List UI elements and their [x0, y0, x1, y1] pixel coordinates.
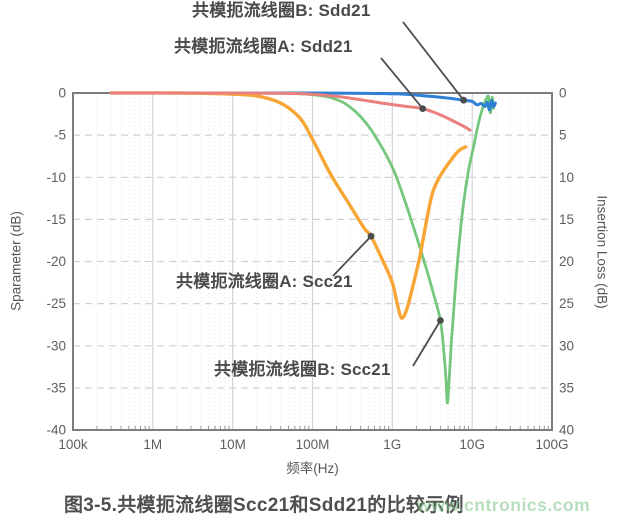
y-left-axis-title: Sparameter (dB)	[8, 211, 24, 311]
svg-text:0: 0	[559, 86, 567, 101]
svg-text:100k: 100k	[58, 437, 88, 452]
svg-text:-40: -40	[46, 423, 66, 438]
svg-text:-20: -20	[46, 254, 66, 269]
svg-text:1M: 1M	[143, 437, 162, 452]
svg-text:10M: 10M	[220, 437, 246, 452]
svg-text:25: 25	[559, 296, 574, 311]
svg-text:0: 0	[58, 86, 66, 101]
svg-text:10: 10	[559, 170, 574, 185]
annotation-choke-b-sdd21: 共模扼流线圈B: Sdd21	[192, 1, 371, 20]
svg-text:100M: 100M	[296, 437, 330, 452]
annotation-dot-b-sdd21	[460, 96, 467, 104]
svg-text:-30: -30	[46, 338, 66, 353]
annotation-dot-b-scc21	[437, 317, 444, 324]
svg-text:20: 20	[559, 254, 574, 269]
x-axis-title: 频率(Hz)	[286, 461, 339, 476]
svg-text:-25: -25	[46, 296, 66, 311]
figure-caption: 图3-5.共模扼流线圈Scc21和Sdd21的比较示例	[64, 495, 464, 516]
svg-text:-15: -15	[46, 212, 66, 227]
svg-text:15: 15	[559, 212, 574, 227]
y-right-axis-title: Insertion Loss (dB)	[594, 195, 610, 309]
series-choke-a-sdd21	[109, 91, 472, 132]
watermark: www.cntronics.com	[417, 495, 591, 515]
annotation-choke-a-sdd21: 共模扼流线圈A: Sdd21	[174, 37, 353, 56]
svg-text:5: 5	[559, 128, 567, 143]
svg-text:-5: -5	[54, 128, 66, 143]
annotation-choke-b-scc21: 共模扼流线圈B: Scc21	[214, 360, 391, 379]
svg-text:35: 35	[559, 380, 574, 395]
annotation-choke-a-scc21: 共模扼流线圈A: Scc21	[176, 272, 353, 291]
svg-text:10G: 10G	[459, 437, 485, 452]
series-choke-b-sdd21	[109, 91, 497, 112]
series-choke-a-scc21	[109, 91, 468, 320]
svg-text:30: 30	[559, 338, 574, 353]
annotation-dot-a-scc21	[367, 232, 375, 240]
svg-text:-35: -35	[46, 380, 66, 395]
svg-text:1G: 1G	[383, 437, 401, 452]
svg-text:40: 40	[559, 423, 574, 438]
annotation-dot-a-sdd21	[419, 105, 427, 112]
svg-text:-10: -10	[46, 170, 66, 185]
svg-text:100G: 100G	[535, 437, 568, 452]
series-choke-b-scc21	[109, 91, 495, 405]
